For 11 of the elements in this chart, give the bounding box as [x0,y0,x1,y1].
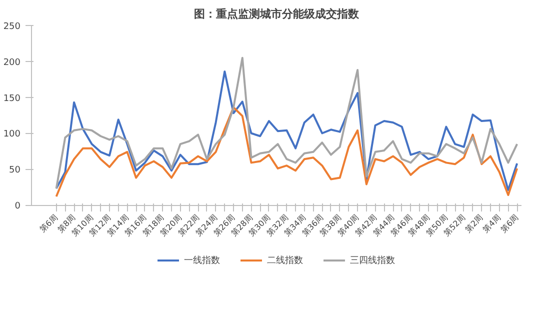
y-tick-label: 150 [3,94,21,104]
y-tick-label: 100 [3,130,21,140]
legend-label: 一线指数 [184,254,220,266]
y-tick-label: 250 [3,22,21,32]
y-tick-label: 200 [3,58,21,68]
chart-title: 图：重点监测城市分能级成交指数 [194,8,360,20]
y-tick-label: 0 [14,202,21,212]
legend-label: 三四线指数 [350,254,395,266]
line-series [55,106,518,198]
y-tick-label: 50 [9,166,21,176]
legend-label: 二线指数 [267,254,303,266]
